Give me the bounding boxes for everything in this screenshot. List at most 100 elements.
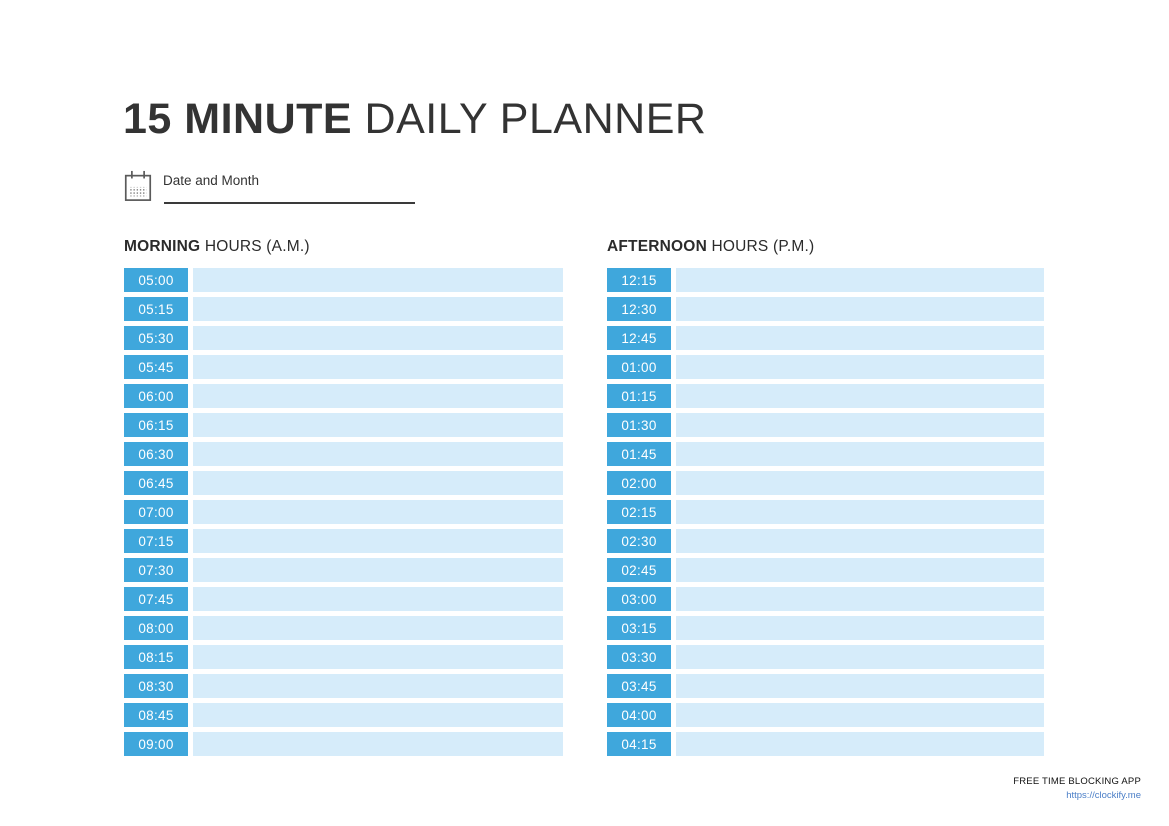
time-slot-row: 01:45 (607, 442, 1047, 466)
slot-field[interactable] (676, 384, 1044, 408)
time-badge: 05:00 (124, 268, 188, 292)
time-slot-row: 05:15 (124, 297, 564, 321)
time-badge: 07:00 (124, 500, 188, 524)
afternoon-heading-bold: AFTERNOON (607, 238, 707, 255)
time-slot-row: 08:15 (124, 645, 564, 669)
time-badge: 06:30 (124, 442, 188, 466)
slot-field[interactable] (193, 471, 563, 495)
time-slot-row: 07:15 (124, 529, 564, 553)
time-slot-row: 08:45 (124, 703, 564, 727)
slot-field[interactable] (676, 703, 1044, 727)
time-badge: 07:45 (124, 587, 188, 611)
slot-field[interactable] (193, 268, 563, 292)
time-badge: 01:45 (607, 442, 671, 466)
slot-field[interactable] (193, 355, 563, 379)
slot-field[interactable] (193, 384, 563, 408)
afternoon-heading: AFTERNOON HOURS (P.M.) (607, 238, 1047, 256)
time-slot-row: 07:00 (124, 500, 564, 524)
slot-field[interactable] (676, 558, 1044, 582)
afternoon-column: AFTERNOON HOURS (P.M.) 12:15 12:30 12:45 01… (607, 238, 1047, 761)
slot-field[interactable] (676, 326, 1044, 350)
time-slot-row: 02:15 (607, 500, 1047, 524)
time-badge: 02:00 (607, 471, 671, 495)
time-badge: 07:15 (124, 529, 188, 553)
slot-field[interactable] (193, 645, 563, 669)
time-slot-row: 03:15 (607, 616, 1047, 640)
footer-link[interactable]: https://clockify.me (1066, 790, 1141, 801)
slot-field[interactable] (676, 587, 1044, 611)
time-slot-row: 06:30 (124, 442, 564, 466)
time-badge: 12:45 (607, 326, 671, 350)
time-slot-row: 01:15 (607, 384, 1047, 408)
slot-field[interactable] (676, 297, 1044, 321)
time-slot-row: 02:00 (607, 471, 1047, 495)
time-badge: 12:30 (607, 297, 671, 321)
slot-field[interactable] (676, 413, 1044, 437)
time-slot-row: 12:45 (607, 326, 1047, 350)
slot-field[interactable] (676, 616, 1044, 640)
slot-field[interactable] (193, 732, 563, 756)
time-badge: 02:15 (607, 500, 671, 524)
page-title-regular: DAILY PLANNER (352, 95, 707, 143)
slot-field[interactable] (193, 413, 563, 437)
slot-field[interactable] (676, 732, 1044, 756)
time-badge: 12:15 (607, 268, 671, 292)
slot-field[interactable] (193, 442, 563, 466)
time-badge: 08:30 (124, 674, 188, 698)
time-slot-row: 04:00 (607, 703, 1047, 727)
slot-field[interactable] (193, 587, 563, 611)
slot-field[interactable] (193, 297, 563, 321)
slot-field[interactable] (193, 529, 563, 553)
time-badge: 03:00 (607, 587, 671, 611)
slot-field[interactable] (676, 500, 1044, 524)
slot-field[interactable] (193, 616, 563, 640)
afternoon-rows: 12:15 12:30 12:45 01:00 01:15 01:30 01:45 02:00… (607, 268, 1047, 756)
slot-field[interactable] (193, 558, 563, 582)
slot-field[interactable] (676, 355, 1044, 379)
time-badge: 01:30 (607, 413, 671, 437)
slot-field[interactable] (676, 268, 1044, 292)
page-title: 15 MINUTE DAILY PLANNER (123, 95, 706, 144)
slot-field[interactable] (676, 442, 1044, 466)
slot-field[interactable] (193, 326, 563, 350)
time-badge: 05:45 (124, 355, 188, 379)
time-badge: 08:15 (124, 645, 188, 669)
slot-field[interactable] (676, 674, 1044, 698)
slot-field[interactable] (193, 500, 563, 524)
date-input-line[interactable] (164, 202, 415, 204)
time-slot-row: 03:45 (607, 674, 1047, 698)
time-slot-row: 01:30 (607, 413, 1047, 437)
time-slot-row: 02:45 (607, 558, 1047, 582)
afternoon-heading-rest: HOURS (P.M.) (706, 238, 815, 255)
time-badge: 05:30 (124, 326, 188, 350)
calendar-icon (124, 170, 152, 201)
slot-field[interactable] (193, 703, 563, 727)
morning-heading: MORNING HOURS (A.M.) (124, 238, 564, 256)
time-slot-row: 05:00 (124, 268, 564, 292)
time-badge: 07:30 (124, 558, 188, 582)
time-badge: 03:15 (607, 616, 671, 640)
slot-field[interactable] (193, 674, 563, 698)
footer-app-label: FREE TIME BLOCKING APP (1013, 776, 1141, 787)
slot-field[interactable] (676, 645, 1044, 669)
morning-rows: 05:00 05:15 05:30 05:45 06:00 06:15 06:30 06:45… (124, 268, 564, 756)
slot-field[interactable] (676, 471, 1044, 495)
time-badge: 06:15 (124, 413, 188, 437)
time-slot-row: 02:30 (607, 529, 1047, 553)
morning-heading-bold: MORNING (124, 238, 201, 255)
footer: FREE TIME BLOCKING APP https://clockify.… (1013, 776, 1141, 802)
time-badge: 08:45 (124, 703, 188, 727)
time-slot-row: 07:45 (124, 587, 564, 611)
time-slot-row: 05:45 (124, 355, 564, 379)
slot-field[interactable] (676, 529, 1044, 553)
time-slot-row: 04:15 (607, 732, 1047, 756)
time-badge: 09:00 (124, 732, 188, 756)
date-label: Date and Month (163, 173, 260, 188)
time-slot-row: 09:00 (124, 732, 564, 756)
time-slot-row: 08:00 (124, 616, 564, 640)
time-slot-row: 06:45 (124, 471, 564, 495)
time-badge: 04:15 (607, 732, 671, 756)
time-slot-row: 05:30 (124, 326, 564, 350)
time-slot-row: 06:15 (124, 413, 564, 437)
